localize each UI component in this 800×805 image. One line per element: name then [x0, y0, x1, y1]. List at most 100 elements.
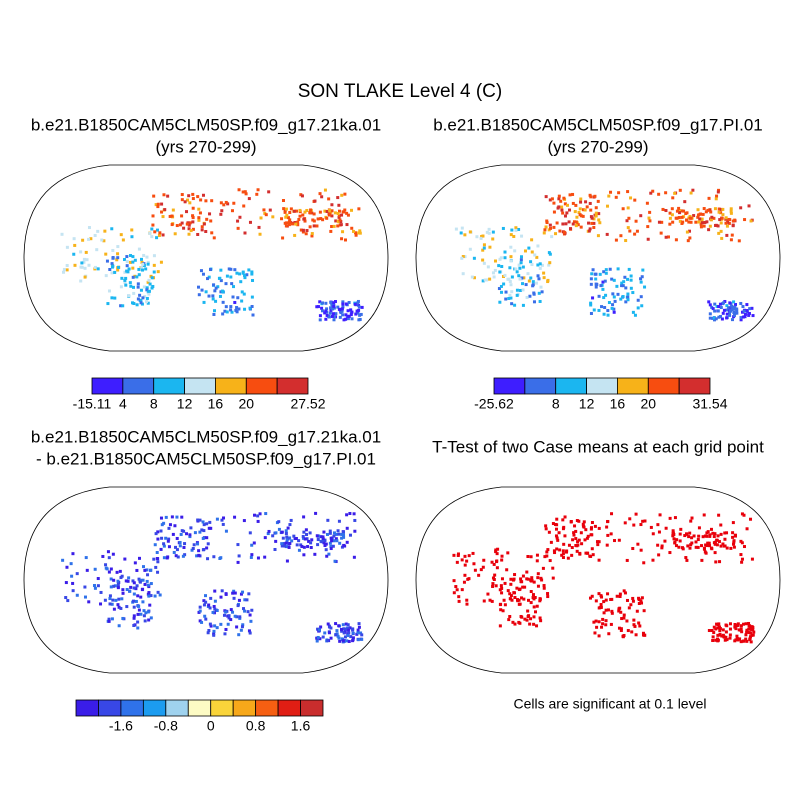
grid-cell — [618, 594, 622, 598]
grid-cell — [284, 541, 288, 545]
grid-cell — [340, 536, 344, 540]
panel-note: Cells are significant at 0.1 level — [514, 696, 707, 712]
grid-cell — [491, 584, 495, 588]
grid-cell — [101, 554, 105, 558]
grid-cell — [609, 597, 613, 601]
grid-cell — [274, 539, 278, 543]
grid-cell — [360, 637, 364, 641]
grid-cell — [606, 533, 610, 537]
grid-cell — [237, 633, 241, 637]
grid-cell — [678, 188, 682, 192]
grid-cell — [236, 543, 240, 547]
grid-cell — [324, 548, 328, 552]
grid-cell — [678, 539, 682, 543]
grid-cell — [233, 515, 237, 519]
grid-cell — [739, 553, 743, 557]
grid-cell — [711, 307, 715, 311]
grid-cell — [604, 293, 608, 297]
grid-cell — [550, 197, 554, 201]
grid-cell — [133, 274, 137, 278]
grid-cell — [671, 531, 675, 535]
grid-cell — [179, 532, 183, 536]
grid-cell — [289, 518, 293, 522]
grid-cell — [112, 578, 116, 582]
grid-cell — [175, 548, 179, 552]
colorbar-box — [678, 377, 711, 395]
grid-cell — [715, 622, 719, 626]
grid-cell — [509, 283, 513, 287]
grid-cell — [473, 568, 477, 572]
grid-cell — [731, 318, 735, 322]
grid-cell — [339, 311, 343, 315]
grid-cell — [316, 217, 320, 221]
grid-cell — [455, 588, 459, 592]
grid-cell — [212, 309, 216, 313]
grid-cell — [571, 538, 575, 542]
grid-cell — [337, 532, 341, 536]
grid-cell — [729, 211, 733, 215]
grid-cell — [685, 211, 689, 215]
grid-cell — [353, 518, 357, 522]
grid-cell — [578, 213, 582, 217]
grid-cell — [143, 294, 147, 298]
grid-cell — [322, 541, 326, 545]
grid-cell — [235, 271, 239, 275]
grid-cell — [142, 253, 146, 257]
grid-cell — [671, 534, 675, 538]
grid-cell — [700, 221, 704, 225]
grid-cell — [520, 276, 524, 280]
grid-cell — [206, 631, 210, 635]
grid-cell — [240, 290, 244, 294]
grid-cell — [303, 219, 307, 223]
grid-cell — [656, 543, 660, 547]
grid-cell — [593, 194, 597, 198]
grid-cell — [648, 219, 652, 223]
grid-cell — [192, 543, 196, 547]
grid-cell — [315, 534, 319, 538]
grid-cell — [499, 284, 503, 288]
grid-cell — [560, 205, 564, 209]
grid-cell — [629, 278, 633, 282]
grid-cell — [147, 594, 151, 598]
grid-cell — [562, 230, 566, 234]
grid-cell — [338, 315, 342, 319]
grid-cell — [506, 589, 510, 593]
grid-cell — [645, 201, 649, 205]
grid-cell — [337, 203, 341, 207]
grid-cell — [172, 550, 176, 554]
grid-cell — [130, 235, 134, 239]
grid-cell — [349, 313, 353, 317]
grid-cell — [635, 609, 639, 613]
grid-cell — [321, 535, 325, 539]
grid-cell — [696, 208, 700, 212]
grid-cell — [518, 602, 522, 606]
grid-cell — [479, 236, 483, 240]
grid-cell — [505, 568, 509, 572]
grid-cell — [659, 231, 663, 235]
grid-cell — [463, 573, 467, 577]
grid-cell — [354, 312, 358, 316]
grid-cell — [750, 557, 754, 561]
grid-cell — [61, 558, 65, 562]
grid-cell — [606, 519, 610, 523]
grid-cell — [743, 315, 747, 319]
grid-cell — [703, 220, 707, 224]
grid-cell — [647, 216, 651, 220]
grid-cell — [542, 586, 546, 590]
grid-cell — [617, 538, 621, 542]
grid-cell — [180, 193, 184, 197]
grid-cell — [603, 306, 607, 310]
colorbar-label: -1.6 — [109, 718, 133, 734]
grid-cell — [504, 290, 508, 294]
grid-cell — [137, 577, 141, 581]
grid-cell — [536, 274, 540, 278]
grid-cell — [256, 514, 260, 518]
grid-cell — [153, 594, 157, 598]
grid-cell — [188, 535, 192, 539]
grid-cell — [725, 531, 729, 535]
grid-cell — [701, 212, 705, 216]
grid-cell — [250, 272, 254, 276]
grid-cell — [563, 202, 567, 206]
grid-cell — [720, 634, 724, 638]
grid-cell — [606, 592, 610, 596]
